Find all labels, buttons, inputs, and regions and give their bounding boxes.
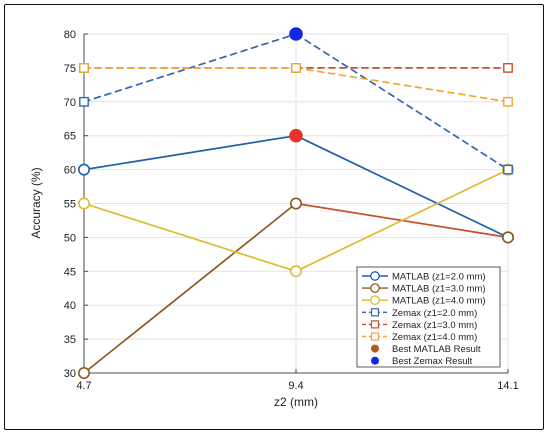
best-result-markers <box>289 27 303 143</box>
series-0-segment-1 <box>295 134 509 239</box>
series-3-point-2 <box>503 164 513 175</box>
y-tick-label-40: 40 <box>64 300 76 312</box>
series-2-segment-0 <box>83 202 297 273</box>
series-1-segment-0 <box>83 202 297 374</box>
legend-label-6: Best MATLAB Result <box>392 344 481 355</box>
series-5-point-1 <box>291 63 301 73</box>
series-2-point-1 <box>289 265 302 278</box>
y-tick-label-45: 45 <box>64 266 76 278</box>
y-tick-label-35: 35 <box>64 334 76 346</box>
legend-items: MATLAB (z1=2.0 mm)MATLAB (z1=3.0 mm)MATL… <box>362 271 486 367</box>
series-0-segment-0 <box>83 134 297 171</box>
series-1-point-0 <box>78 366 91 379</box>
best-result-point-0 <box>289 128 303 143</box>
series-2-point-0 <box>78 197 91 210</box>
y-tick-label-80: 80 <box>64 29 76 41</box>
legend-swatch-2 <box>370 295 380 306</box>
legend-swatch-6 <box>371 344 379 353</box>
series-2-segment-1 <box>295 168 509 273</box>
series-5-point-2 <box>503 96 513 107</box>
y-tick-label-50: 50 <box>64 232 76 244</box>
y-tick-label-65: 65 <box>64 131 76 143</box>
series-3-segment-1 <box>295 33 509 171</box>
legend-label-3: Zemax (z1=2.0 mm) <box>392 308 477 319</box>
legend-swatch-1 <box>370 283 380 293</box>
legend-swatch-4 <box>370 320 380 329</box>
y-tick-label-75: 75 <box>64 63 76 75</box>
legend-label-5: Zemax (z1=4.0 mm) <box>392 332 477 343</box>
x-tick-label-1: 9.4 <box>288 380 303 392</box>
y-tick-label-70: 70 <box>64 97 76 109</box>
series-3-point-0 <box>79 96 89 107</box>
series-4-point-2 <box>503 63 513 73</box>
legend-label-0: MATLAB (z1=2.0 mm) <box>392 272 486 283</box>
y-axis-label: Accuracy (%) <box>29 167 43 238</box>
x-tick-label-2: 14.1 <box>497 380 518 392</box>
legend-label-2: MATLAB (z1=4.0 mm) <box>392 296 486 307</box>
legend-box <box>356 266 501 368</box>
tick-labels: 30 35 40 45 50 55 60 65 70 75 80 4.7 9.4 14.1 <box>64 29 519 392</box>
series-0-point-0 <box>78 163 91 176</box>
best-result-point-1 <box>289 27 303 41</box>
legend-label-1: MATLAB (z1=3.0 mm) <box>392 284 486 295</box>
legend-swatch-5 <box>370 332 380 341</box>
y-tick-label-30: 30 <box>64 368 76 380</box>
series-1-point-2 <box>501 231 514 244</box>
series-1-point-1 <box>289 197 302 210</box>
legend: MATLAB (z1=2.0 mm)MATLAB (z1=3.0 mm)MATL… <box>356 266 501 368</box>
legend-label-4: Zemax (z1=3.0 mm) <box>392 320 477 331</box>
y-tick-label-60: 60 <box>64 165 76 177</box>
series-5-point-0 <box>79 63 89 73</box>
x-axis-label: z2 (mm) <box>274 395 318 409</box>
series-3-segment-0 <box>83 33 297 103</box>
y-tick-label-55: 55 <box>64 199 76 211</box>
legend-label-7: Best Zemax Result <box>392 356 473 367</box>
series-5-segment-1 <box>295 67 509 103</box>
legend-swatch-3 <box>370 308 380 317</box>
legend-swatch-0 <box>370 271 380 281</box>
legend-swatch-7 <box>371 356 379 365</box>
x-tick-label-0: 4.7 <box>76 380 91 392</box>
series-lines <box>83 33 509 374</box>
